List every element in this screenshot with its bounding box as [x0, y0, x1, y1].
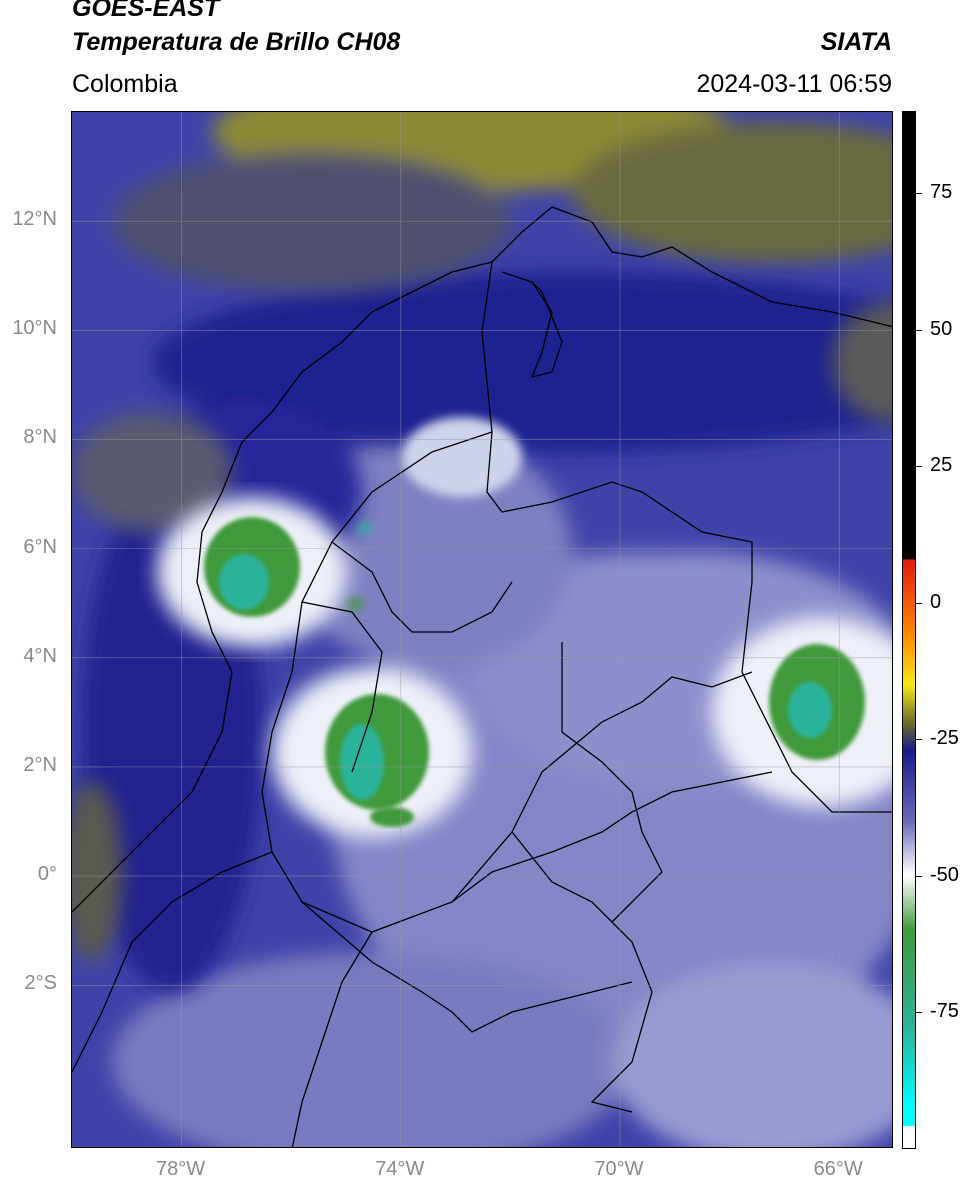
colorbar-tick [916, 875, 922, 877]
lat-tick-label: 6°N [23, 535, 57, 558]
colorbar-tick-label: -75 [930, 1000, 959, 1023]
lon-tick-label: 78°W [156, 1158, 206, 1180]
lat-tick-label: 10°N [12, 317, 57, 340]
product-title: Temperatura de Brillo CH08 [72, 28, 401, 56]
borders-and-coastlines [72, 206, 892, 1147]
convective-system-east [712, 617, 892, 807]
colorbar-tick-label: -50 [930, 863, 959, 886]
colorbar-tick [916, 1012, 922, 1014]
lat-tick-label: 4°N [23, 644, 57, 667]
colorbar-tick-label: 50 [930, 317, 953, 340]
colorbar-tick [916, 602, 922, 604]
convective-system-west [157, 497, 347, 647]
temperature-colorbar [902, 111, 916, 1149]
lon-tick-label: 74°W [375, 1158, 425, 1180]
satellite-imagery [72, 112, 892, 1147]
region-label: Colombia [72, 70, 178, 98]
colorbar-tick-label: -25 [930, 727, 959, 750]
lon-tick-label: 66°W [813, 1158, 863, 1180]
colorbar-tick [916, 739, 922, 741]
colorbar-tick-label: 75 [930, 180, 953, 203]
lat-tick-label: 2°N [23, 753, 57, 776]
satellite-title: GOES-EAST [72, 0, 220, 22]
satellite-map [71, 111, 893, 1148]
colorbar-tick-label: 25 [930, 454, 953, 477]
colorbar-tick [916, 329, 922, 331]
colorbar-tick-label: 0 [930, 590, 942, 613]
graticule [72, 112, 892, 1147]
convective-system-central [272, 667, 472, 837]
timestamp-label: 2024-03-11 06:59 [696, 70, 892, 98]
lon-tick-label: 70°W [594, 1158, 644, 1180]
colorbar-tick [916, 466, 922, 468]
lat-tick-label: 12°N [12, 208, 57, 231]
agency-label: SIATA [820, 28, 892, 56]
lat-tick-label: 2°S [24, 972, 57, 995]
lat-tick-label: 0° [37, 863, 57, 886]
lat-tick-label: 8°N [23, 426, 57, 449]
dry-air-olive [72, 112, 892, 962]
colorbar-tick [916, 192, 922, 194]
